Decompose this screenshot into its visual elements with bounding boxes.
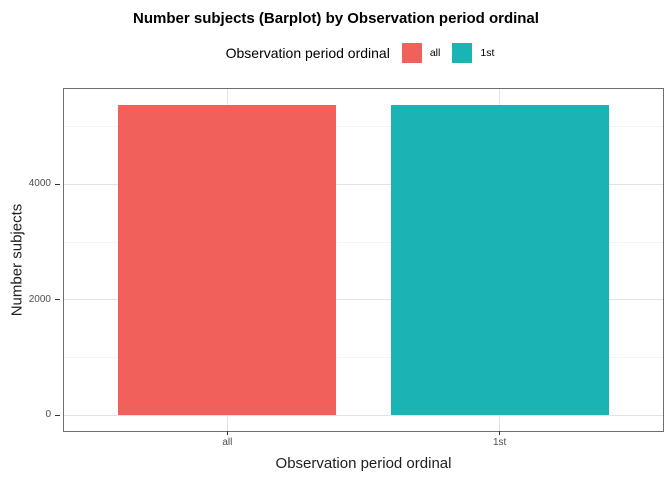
bar-all (118, 104, 337, 416)
gridline-minor (64, 126, 663, 127)
x-axis-title: Observation period ordinal (275, 455, 452, 472)
bar-1st (390, 104, 609, 416)
x-tick-mark (226, 431, 228, 435)
y-tick-label: 4000 (28, 178, 51, 190)
plot-panel (63, 88, 664, 432)
legend-swatch-1st (452, 42, 473, 63)
x-tick-label: 1st (492, 437, 507, 448)
x-tick-mark (499, 431, 501, 435)
gridline-major (64, 414, 663, 416)
legend: Observation period ordinal all 1st (63, 42, 664, 63)
x-tick-label: all (222, 437, 233, 448)
gridline-major (64, 183, 663, 185)
legend-title: Observation period ordinal (225, 44, 390, 61)
gridline-minor (64, 241, 663, 243)
legend-label-1st: 1st (480, 46, 495, 59)
y-tick-label: 2000 (28, 293, 51, 305)
y-tick-label: 0 (45, 409, 51, 421)
chart-title: Number subjects (Barplot) by Observation… (133, 10, 539, 27)
legend-label-all: all (429, 46, 441, 59)
y-tick-mark (55, 414, 60, 416)
gridline-major (64, 299, 663, 301)
legend-swatch-all (401, 42, 422, 63)
legend-entry-all: all (401, 42, 448, 63)
y-tick-mark (55, 299, 60, 301)
gridline-minor (64, 357, 663, 359)
legend-entry-1st: 1st (452, 42, 501, 63)
y-tick-mark (55, 183, 60, 185)
